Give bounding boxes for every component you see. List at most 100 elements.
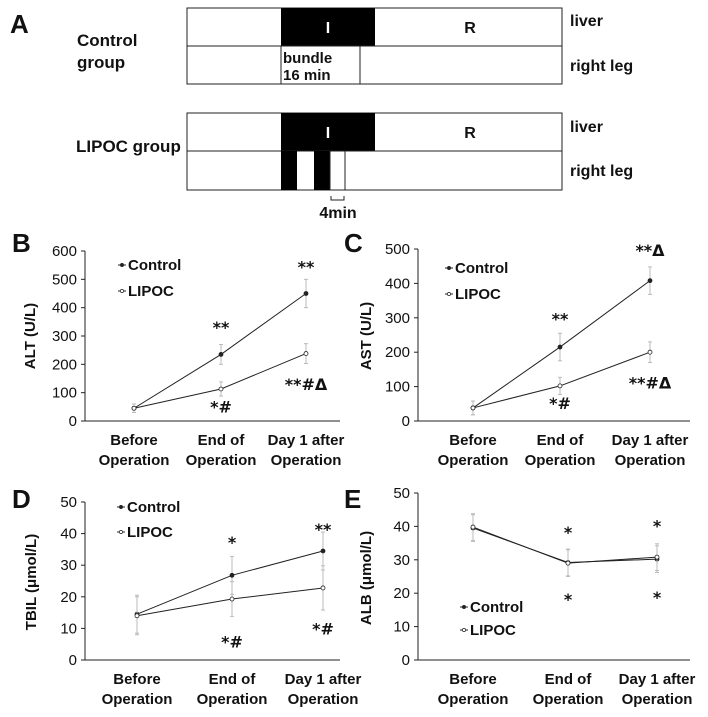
significance-annotation: *# (221, 632, 243, 651)
significance-annotation: ** (552, 310, 569, 329)
control-group-label-line2: group (77, 53, 125, 72)
lipoc-leg-reperfusion-4min (329, 150, 346, 191)
x-tick-label: Before (449, 432, 497, 449)
significance-annotation: * (228, 533, 237, 552)
chart-d: D 0 10 20 30 40 50 TBIL (μmol/L) Before Operation… (12, 484, 362, 708)
significance-annotation: **Δ (635, 241, 665, 260)
x-tick-label: End of (209, 671, 257, 688)
legend-label: Control (470, 599, 523, 616)
data-point (557, 383, 563, 389)
x-tick-label: Before (110, 432, 158, 449)
y-tick-label: 200 (385, 344, 410, 361)
lipoc-ischemia-block (281, 113, 375, 151)
significance-annotation: ** (213, 318, 230, 337)
significance-annotation: *# (549, 394, 571, 413)
x-tick-label: Before (449, 671, 497, 688)
data-point (303, 291, 309, 296)
series-lipoc (131, 343, 309, 413)
y-axis-label: TBIL (μmol/L) (23, 534, 40, 630)
y-tick-label: 50 (393, 485, 410, 502)
x-tick-label: Day 1 after (285, 671, 362, 688)
data-point (229, 572, 235, 578)
y-tick-label: 30 (393, 552, 410, 569)
control-reperfusion-label: R (464, 20, 476, 37)
y-tick-label: 100 (385, 379, 410, 396)
legend-marker (462, 628, 466, 632)
significance-annotation: ** (315, 520, 332, 539)
y-tick-label: 400 (385, 275, 410, 292)
y-tick-label: 300 (385, 310, 410, 327)
significance-annotation: * (564, 590, 573, 609)
significance-annotation: **#Δ (285, 375, 328, 394)
y-axis-label: ALT (U/L) (22, 303, 39, 369)
y-tick-label: 600 (52, 243, 77, 260)
interval-label: 4min (319, 205, 356, 222)
significance-annotation: * (653, 516, 662, 535)
y-tick-label: 500 (385, 241, 410, 258)
legend-label: Control (128, 257, 181, 274)
x-tick-label: Day 1 after (612, 432, 689, 449)
data-point (647, 278, 653, 284)
data-point (557, 344, 563, 350)
chart-b: B 0 100 200 300 400 500 600 ALT (U/L) Before Opera… (12, 228, 345, 469)
x-tick-label: Operation (271, 452, 342, 469)
y-tick-label: 500 (52, 271, 77, 288)
significance-annotation: *# (210, 398, 232, 417)
x-tick-label: Operation (102, 691, 173, 708)
interval-bracket (330, 196, 345, 201)
lipoc-leg-bar (186, 150, 563, 191)
y-tick-label: 0 (69, 652, 77, 669)
row-label-right-leg-lipoc: right leg (570, 163, 633, 180)
significance-annotation: *# (312, 620, 334, 639)
data-point (131, 405, 137, 411)
y-axis-label: AST (U/L) (358, 302, 375, 370)
y-tick-label: 40 (393, 518, 410, 535)
legend-marker (119, 505, 123, 509)
y-tick-label: 20 (393, 585, 410, 602)
x-tick-label: Operation (186, 452, 257, 469)
data-point (218, 352, 224, 357)
x-tick-label: End of (198, 432, 246, 449)
series-line (136, 550, 324, 615)
legend-marker (462, 605, 466, 609)
legend-marker (119, 530, 123, 534)
data-point (470, 405, 476, 411)
y-tick-label: 0 (402, 413, 410, 430)
legend-label: LIPOC (455, 286, 501, 303)
y-tick-label: 0 (402, 652, 410, 669)
bundle-label-line1: bundle (283, 50, 332, 67)
significance-annotation: * (653, 588, 662, 607)
x-tick-label: Operation (533, 691, 604, 708)
legend-label: LIPOC (470, 622, 516, 639)
chart-c: C 0 100 200 300 400 500 AST (U/L) Before Operatio… (344, 228, 690, 469)
y-tick-label: 30 (60, 557, 77, 574)
legend-label: Control (127, 499, 180, 516)
x-tick-label: Operation (438, 691, 509, 708)
x-tick-label: Operation (615, 452, 686, 469)
x-tick-label: Operation (197, 691, 268, 708)
panel-label: C (344, 228, 363, 258)
legend-label: Control (455, 260, 508, 277)
x-tick-label: Day 1 after (619, 671, 696, 688)
y-tick-label: 300 (52, 328, 77, 345)
series-line (136, 587, 324, 617)
control-ischemia-label: I (326, 20, 330, 37)
x-tick-label: End of (545, 671, 593, 688)
schematic-panel: A Control group I R bundle 16 min liver … (10, 7, 633, 222)
lipoc-leg-ischemia-2 (314, 151, 330, 190)
x-tick-label: End of (537, 432, 585, 449)
row-label-liver-lipoc: liver (570, 119, 603, 136)
significance-annotation: * (564, 523, 573, 542)
y-tick-label: 20 (60, 589, 77, 606)
y-tick-label: 10 (393, 619, 410, 636)
x-tick-label: Before (113, 671, 161, 688)
x-tick-label: Operation (288, 691, 359, 708)
data-point (654, 554, 660, 560)
row-label-right-leg-control: right leg (570, 58, 633, 75)
significance-annotation: **#Δ (629, 373, 672, 392)
y-axis-label: ALB (μmol/L) (358, 531, 375, 625)
bundle-label-line2: 16 min (283, 67, 331, 84)
control-leg-bar (186, 45, 563, 85)
